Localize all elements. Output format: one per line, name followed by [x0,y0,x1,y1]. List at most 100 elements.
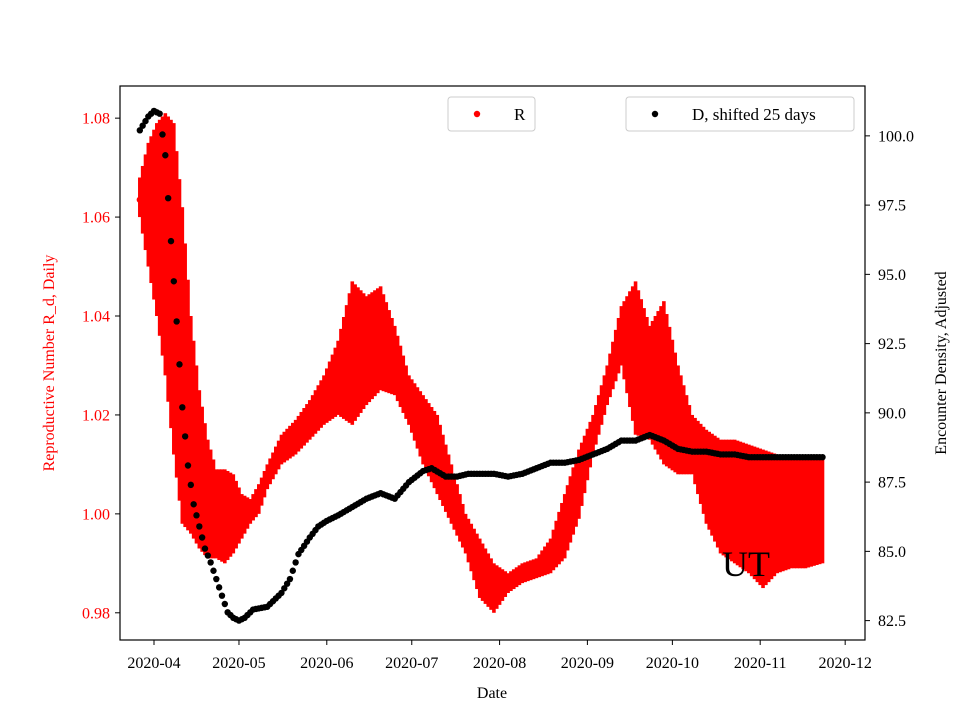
r-band-bar [316,385,321,431]
y-right-tick-label: 95.0 [878,267,906,284]
r-band-bar [817,459,822,565]
r-band-bar [798,457,802,569]
r-band-bar [373,290,377,397]
r-band-bar [350,281,355,425]
r-band-bar [647,325,652,440]
r-band-bar [285,428,289,461]
r-band-bar [738,441,743,568]
r-band-bar [310,395,315,437]
d-point [283,580,291,587]
r-band-bar [336,340,340,415]
r-band-bar [240,494,244,539]
r-band-bar [534,558,539,579]
r-band-bar [375,288,380,394]
r-band-bar [613,329,618,382]
r-band-bar [341,317,346,419]
r-band-bar [792,455,796,569]
axes: 2020-04 2020-05 2020-06 2020-07 2020-08 2020-… [82,111,914,672]
r-band-bar [223,469,227,564]
d-point [218,592,226,599]
r-band-bar [157,119,162,336]
d-point [136,127,144,134]
r-band-bar [520,563,525,584]
x-tick-label: 2020-05 [212,655,265,672]
r-band-bar [543,546,547,576]
r-band-bar [225,471,230,561]
r-band-bar [506,573,510,594]
r-band-bar [500,569,505,601]
r-band-bar [724,439,728,558]
r-band-bar [645,317,649,439]
r-band-bar [698,423,703,504]
r-band-bar [469,523,474,572]
r-band-bar [551,529,556,571]
r-band-bar [795,456,799,569]
r-band-bar [344,305,349,421]
r-band-bar [356,287,360,417]
r-band-bar [497,567,502,605]
r-band-bar [418,391,423,457]
r-band-bar [163,113,168,376]
r-band-bar [395,335,400,402]
x-tick-label: 2020-10 [646,655,699,672]
r-band-bar [611,341,615,390]
r-band-bar [401,355,406,413]
r-band-bar [571,467,576,535]
r-band-bar [189,316,193,534]
r-band-bar [254,489,258,518]
r-band-bar [245,497,250,529]
y-left-tick-label: 1.00 [82,506,110,523]
r-band-bar [690,414,695,475]
r-band-bar [537,554,542,578]
r-band-bar [214,469,219,559]
y-right-tick-label: 90.0 [878,405,906,422]
r-band-bar [633,281,638,435]
d-point [286,575,294,583]
y-left-tick-label: 0.98 [82,605,110,622]
d-point [193,512,200,519]
r-band-bar [143,154,148,251]
r-band-bar [727,439,731,560]
r-band-bar [438,424,442,501]
r-band-bar [149,136,153,284]
r-band-bar [259,477,264,506]
r-band-bar [786,454,791,570]
r-band-bar [769,452,774,580]
r-band-bar [619,306,624,366]
r-band-bar [574,458,578,527]
x-tick-label: 2020-08 [473,655,526,672]
r-band-bar [540,550,544,577]
r-band-bar [653,316,658,450]
r-band-bar [667,326,672,469]
r-band-bar [755,447,760,583]
r-band-bar [324,368,329,423]
d-point [213,575,220,583]
r-band-bar [639,299,644,437]
r-band-bar [166,116,170,402]
r-band-bar [489,558,493,610]
r-band-bar [319,380,323,428]
d-point [207,559,214,566]
r-band-bar [718,439,723,554]
r-band-bar [749,445,754,577]
legend-d-box [625,96,855,132]
r-band-bar [483,548,488,604]
r-band-bar [353,284,357,421]
r-band-bar [704,429,709,524]
r-band-bar [800,458,805,569]
r-band-bar [152,129,156,300]
r-band-bar [710,433,714,536]
r-band-bar [812,459,816,566]
r-band-bar [673,352,678,473]
d-point [187,481,195,489]
r-band-bar [449,464,454,524]
legend-d: D, shifted 25 days [625,96,855,132]
r-band-bar [778,454,782,573]
r-band-bar [268,458,272,485]
r-band-bar [333,347,338,417]
r-band-bar [625,296,629,394]
r-band-bar [305,404,309,443]
r-band-bar [523,562,527,583]
r-band-bar [616,317,621,374]
r-band-bar [696,420,700,495]
